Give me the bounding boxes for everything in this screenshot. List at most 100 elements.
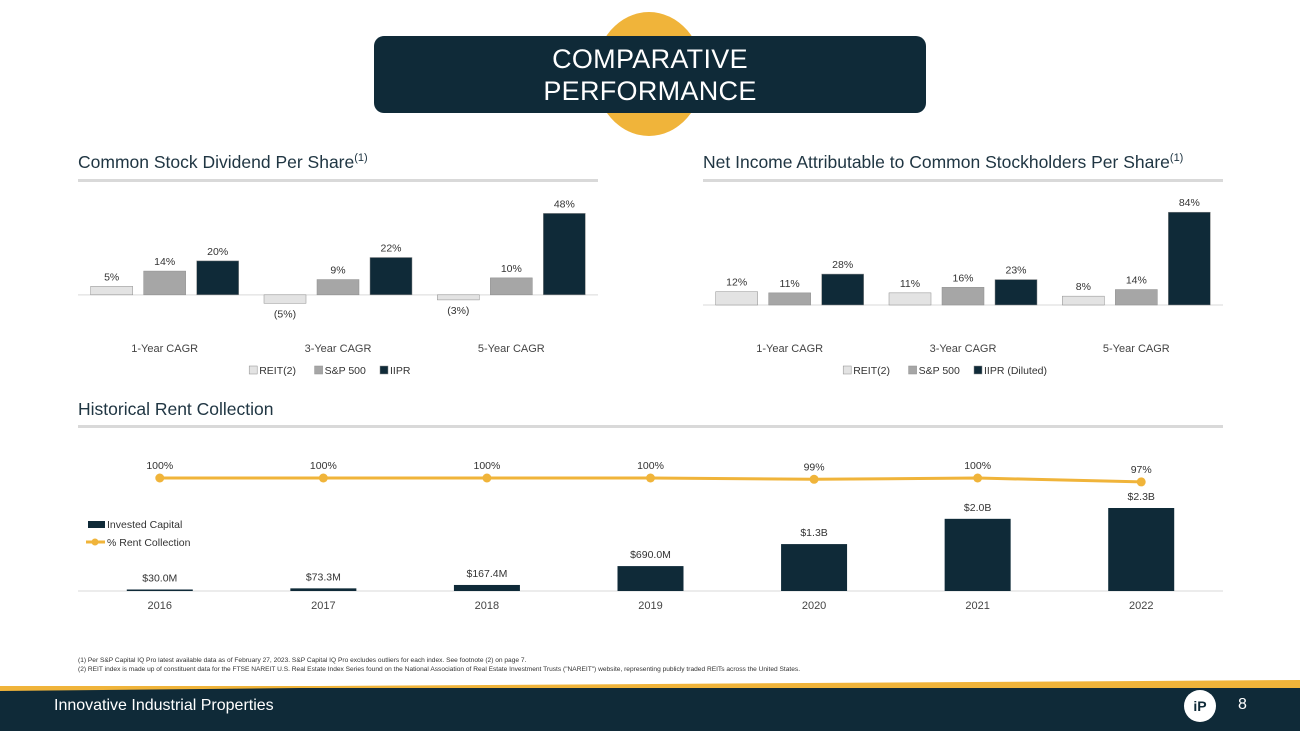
- page-title-line-2: PERFORMANCE: [543, 75, 757, 106]
- rent-title-text: Historical Rent Collection: [78, 399, 274, 419]
- net-income-bar-iipr-diluted-1-year-cagr: [821, 273, 864, 306]
- rent-year-label-2022: 2022: [1129, 600, 1153, 612]
- page-number: 8: [1238, 696, 1247, 713]
- net-income-legend-swatch-s-p-500: [908, 365, 917, 375]
- rent-bar-label-2022: $2.3B: [1127, 491, 1154, 503]
- rent-collection-label-2020: 99%: [804, 461, 825, 473]
- rent-collection-point-2019: [646, 473, 655, 483]
- dividend-bar-iipr-1-year-cagr: [196, 260, 239, 296]
- rent-year-label-2021: 2021: [965, 600, 989, 612]
- net-income-data-label-iipr-diluted-3-year-cagr: 23%: [1005, 265, 1026, 277]
- rent-year-label-2017: 2017: [311, 600, 335, 612]
- net-income-bar-s-p-500-5-year-cagr: [1115, 289, 1158, 306]
- dividend-chart: 5% 14% 20% 1-Year CAGR (5%) 9% 22% 3-Year CAGR (…: [78, 198, 598, 377]
- rent-collection-chart: $30.0M 2016 $73.3M 2017 $167.4M 2018 $690.0M 20…: [78, 460, 1223, 612]
- footer-accent-stripe: [0, 680, 1300, 688]
- dividend-legend-label-reit-2: REIT(2): [259, 365, 296, 377]
- dividend-data-label-iipr-1-year-cagr: 20%: [207, 246, 228, 258]
- net-income-title-text: Net Income Attributable to Common Stockh…: [703, 152, 1170, 172]
- net-income-data-label-iipr-diluted-5-year-cagr: 84%: [1179, 197, 1200, 209]
- dividend-data-label-reit-2-3-year-cagr: (5%): [274, 308, 296, 320]
- rent-bar-invested-capital-2018: [453, 584, 520, 591]
- page-title: COMPARATIVE PERFORMANCE: [374, 36, 926, 113]
- dividend-bar-reit-2-5-year-cagr: [437, 294, 480, 301]
- rent-year-label-2016: 2016: [148, 600, 172, 612]
- net-income-bar-iipr-diluted-3-year-cagr: [994, 279, 1038, 306]
- net-income-title-footnote: (1): [1169, 152, 1184, 165]
- rent-collection-point-2017: [318, 473, 328, 483]
- footnotes: (1) Per S&P Capital IQ Pro latest availa…: [78, 656, 800, 674]
- dividend-divider: [78, 179, 598, 182]
- net-income-data-label-s-p-500-5-year-cagr: 14%: [1126, 275, 1147, 287]
- rent-bar-invested-capital-2016: [126, 589, 193, 591]
- rent-legend-swatch-invested-capital: [88, 521, 105, 528]
- net-income-legend-swatch-reit-2: [842, 365, 852, 375]
- rent-year-label-2020: 2020: [802, 600, 826, 612]
- dividend-section-title: Common Stock Dividend Per Share(1): [78, 152, 368, 173]
- dividend-category-label-1-year-cagr: 1-Year CAGR: [131, 343, 198, 355]
- rent-collection-label-2017: 100%: [310, 460, 337, 472]
- rent-bar-label-2018: $167.4M: [466, 568, 507, 580]
- net-income-data-label-reit-2-3-year-cagr: 11%: [900, 278, 920, 290]
- rent-bar-invested-capital-2019: [617, 566, 684, 591]
- net-income-data-label-reit-2-5-year-cagr: 8%: [1076, 281, 1091, 293]
- dividend-data-label-s-p-500-5-year-cagr: 10%: [501, 263, 522, 275]
- dividend-bar-iipr-5-year-cagr: [543, 213, 586, 296]
- rent-collection-label-2022: 97%: [1131, 464, 1152, 476]
- net-income-category-label-1-year-cagr: 1-Year CAGR: [756, 343, 823, 355]
- footnote-1: (1) Per S&P Capital IQ Pro latest availa…: [78, 657, 527, 664]
- dividend-legend-label-s-p-500: S&P 500: [325, 365, 366, 377]
- company-logo: iP: [1184, 690, 1216, 722]
- rent-bar-invested-capital-2021: [944, 518, 1011, 591]
- dividend-bar-s-p-500-3-year-cagr: [316, 279, 360, 296]
- rent-bar-label-2016: $30.0M: [142, 573, 177, 585]
- net-income-legend-swatch-iipr-diluted: [973, 365, 983, 375]
- rent-year-label-2018: 2018: [475, 600, 499, 612]
- rent-collection-label-2021: 100%: [964, 460, 991, 472]
- net-income-data-label-iipr-diluted-1-year-cagr: 28%: [832, 259, 853, 271]
- dividend-data-label-s-p-500-3-year-cagr: 9%: [330, 265, 345, 277]
- rent-legend-marker-rent-collection: [91, 538, 99, 546]
- dividend-legend-swatch-reit-2: [248, 365, 258, 375]
- rent-collection-point-2022: [1136, 477, 1146, 487]
- net-income-legend-label-iipr-diluted: IIPR (Diluted): [984, 365, 1047, 377]
- net-income-legend-label-reit-2: REIT(2): [853, 365, 890, 377]
- net-income-bar-s-p-500-1-year-cagr: [768, 292, 811, 306]
- net-income-data-label-s-p-500-3-year-cagr: 16%: [952, 272, 973, 284]
- net-income-category-label-3-year-cagr: 3-Year CAGR: [930, 343, 997, 355]
- rent-bar-label-2021: $2.0B: [964, 502, 991, 514]
- rent-collection-point-2016: [155, 473, 165, 483]
- rent-legend-label-invested-capital: Invested Capital: [107, 519, 182, 531]
- rent-bar-label-2017: $73.3M: [306, 571, 341, 583]
- rent-year-label-2019: 2019: [638, 600, 662, 612]
- dividend-category-label-5-year-cagr: 5-Year CAGR: [478, 343, 545, 355]
- net-income-bar-iipr-diluted-5-year-cagr: [1168, 211, 1211, 306]
- net-income-data-label-s-p-500-1-year-cagr: 11%: [780, 278, 800, 290]
- net-income-data-label-reit-2-1-year-cagr: 12%: [726, 277, 747, 289]
- rent-bar-invested-capital-2022: [1108, 508, 1175, 591]
- net-income-chart: 12% 11% 28% 1-Year CAGR 11% 16% 23% 3-Year CAGR…: [703, 197, 1223, 377]
- net-income-divider: [703, 179, 1223, 182]
- rent-bar-label-2020: $1.3B: [800, 527, 827, 539]
- dividend-title-text: Common Stock Dividend Per Share: [78, 152, 355, 172]
- rent-legend-label-rent-collection: % Rent Collection: [107, 537, 191, 549]
- rent-bar-invested-capital-2020: [781, 544, 848, 591]
- dividend-bar-reit-2-1-year-cagr: [90, 286, 133, 296]
- dividend-bar-reit-2-3-year-cagr: [263, 294, 307, 304]
- dividend-legend-label-iipr: IIPR: [390, 365, 411, 377]
- net-income-bar-reit-2-3-year-cagr: [888, 292, 932, 306]
- rent-collection-point-2021: [973, 473, 983, 483]
- rent-collection-point-2020: [809, 474, 819, 484]
- dividend-bar-iipr-3-year-cagr: [369, 257, 413, 296]
- dividend-data-label-reit-2-5-year-cagr: (3%): [447, 305, 469, 317]
- net-income-category-label-5-year-cagr: 5-Year CAGR: [1103, 343, 1170, 355]
- dividend-bar-s-p-500-1-year-cagr: [143, 270, 186, 296]
- rent-section-title: Historical Rent Collection: [78, 399, 274, 420]
- rent-divider: [78, 425, 1223, 428]
- page-title-line-1: COMPARATIVE: [552, 43, 748, 74]
- rent-bar-label-2019: $690.0M: [630, 549, 671, 561]
- dividend-bar-s-p-500-5-year-cagr: [490, 277, 533, 296]
- net-income-bar-reit-2-1-year-cagr: [715, 291, 758, 306]
- rent-collection-label-2018: 100%: [473, 460, 500, 472]
- net-income-legend-label-s-p-500: S&P 500: [919, 365, 960, 377]
